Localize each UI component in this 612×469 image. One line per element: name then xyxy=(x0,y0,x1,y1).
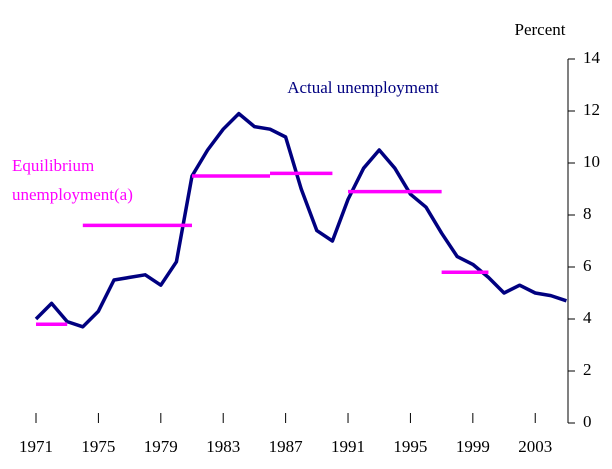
x-tick-label: 1991 xyxy=(331,437,365,456)
x-tick-label: 1975 xyxy=(81,437,115,456)
series-label: Actual unemployment xyxy=(287,78,439,97)
x-tick-label: 2003 xyxy=(518,437,552,456)
y-tick-label: 10 xyxy=(583,152,600,171)
y-tick-label: 6 xyxy=(583,256,592,275)
x-tick-label: 1995 xyxy=(393,437,427,456)
series-line xyxy=(34,111,567,329)
y-tick-label: 14 xyxy=(583,48,601,67)
x-tick-label: 1983 xyxy=(206,437,240,456)
x-tick-label: 1971 xyxy=(19,437,53,456)
y-tick-label: 2 xyxy=(583,360,592,379)
y-tick-label: 8 xyxy=(583,204,592,223)
y-axis-label: Percent xyxy=(515,20,566,39)
levels-label: Equilibrium unemployment(a) xyxy=(12,156,133,204)
x-tick-label: 1987 xyxy=(269,437,304,456)
x-tick-label: 1999 xyxy=(456,437,490,456)
y-tick-label: 12 xyxy=(583,100,600,119)
y-tick-label: 4 xyxy=(583,308,592,327)
x-tick-label: 1979 xyxy=(144,437,178,456)
y-tick-label: 0 xyxy=(583,412,592,431)
